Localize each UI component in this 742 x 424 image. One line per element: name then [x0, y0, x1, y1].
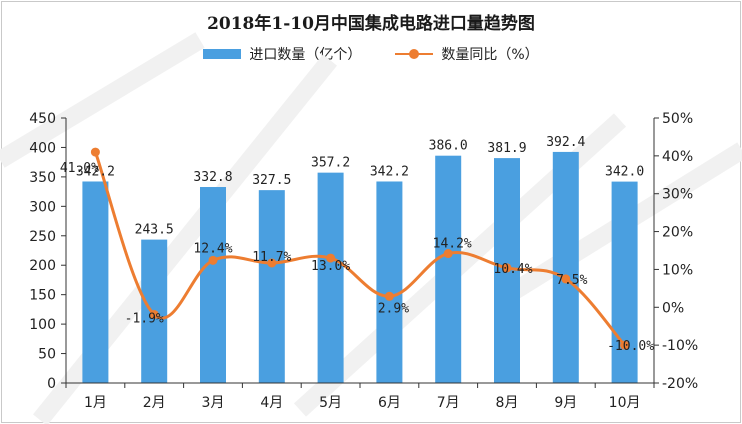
bar	[552, 151, 579, 383]
y-tick-label-right: 0%	[662, 300, 684, 316]
y-tick-label-right: -10%	[662, 338, 698, 354]
x-tick-label: 6月	[378, 395, 401, 411]
y-tick-label-right: 50%	[662, 111, 693, 127]
yoy-value-label: 2.9%	[378, 301, 409, 316]
bar	[258, 190, 285, 383]
yoy-value-label: -1.9%	[125, 311, 164, 326]
x-tick-label: 8月	[496, 395, 519, 411]
line-series	[90, 147, 630, 350]
bar-value-label: 386.0	[429, 139, 468, 154]
yoy-point	[149, 309, 159, 319]
bar-value-label: 392.4	[546, 135, 585, 150]
legend-label-import-volume: 进口数量（亿个）	[249, 47, 362, 63]
y-tick-label-left: 150	[29, 288, 56, 304]
yoy-value-label: 12.4%	[193, 241, 232, 256]
legend-item-import-volume: 进口数量（亿个）	[203, 44, 361, 64]
y-tick-label-right: 10%	[662, 262, 693, 278]
x-tick-label: 2月	[143, 395, 166, 411]
legend-bar-swatch	[203, 49, 242, 59]
y-tick-label-right: 20%	[662, 225, 693, 241]
y-tick-label-left: 50	[38, 347, 56, 363]
y-tick-label-right: 30%	[662, 187, 693, 203]
y-tick-label-left: 250	[29, 229, 56, 245]
yoy-point	[90, 147, 100, 157]
legend-label-yoy: 数量同比（%）	[441, 47, 539, 63]
x-tick-label: 3月	[202, 395, 225, 411]
y-tick-label-left: 400	[29, 140, 56, 156]
y-tick-label-right: -20%	[662, 376, 698, 392]
y-tick-label-left: 100	[29, 317, 56, 333]
chart-title: 2018年1-10月中国集成电路进口量趋势图	[207, 14, 535, 34]
yoy-value-label: 10.4%	[493, 262, 532, 277]
bar-value-label: 381.9	[487, 141, 526, 156]
y-tick-label-left: 0	[47, 376, 56, 392]
yoy-point	[267, 258, 277, 268]
legend-item-yoy: 数量同比（%）	[395, 44, 539, 64]
y-tick-label-left: 200	[29, 258, 56, 274]
yoy-value-label: 14.2%	[433, 237, 472, 252]
bar	[200, 187, 226, 383]
legend-line-swatch	[395, 48, 434, 60]
x-tick-label: 10月	[609, 395, 641, 411]
yoy-point	[208, 255, 218, 265]
yoy-point	[502, 263, 512, 273]
bar-value-label: 342.2	[370, 164, 409, 179]
yoy-point	[326, 253, 336, 263]
axes: 0 50 100 150 200 250 300 350 400 450 -20% -10% 0% 10%…	[29, 111, 698, 411]
bar-value-label: 342.2	[76, 164, 115, 179]
yoy-point	[384, 291, 394, 301]
bar	[376, 181, 403, 383]
bar	[317, 172, 344, 383]
yoy-value-label: 11.7%	[252, 250, 291, 265]
bar	[82, 181, 109, 383]
bar-value-label: 342.0	[605, 165, 644, 180]
chart-legend: 进口数量（亿个） 数量同比（%）	[0, 44, 742, 64]
watermark-stripe	[0, 32, 205, 168]
bar-value-label: 332.8	[193, 170, 232, 185]
yoy-point	[620, 340, 630, 350]
yoy-value-label: -10.0%	[607, 339, 654, 354]
yoy-value-label: 41.0%	[60, 161, 99, 176]
y-tick-label-right: 40%	[662, 149, 693, 165]
x-tick-label: 4月	[260, 395, 283, 411]
bar-value-label: 243.5	[135, 223, 174, 238]
x-tick-label: 5月	[319, 395, 342, 411]
yoy-point	[561, 274, 571, 284]
y-tick-label-left: 450	[29, 111, 56, 127]
y-tick-label-left: 350	[29, 170, 56, 186]
yoy-value-label: 7.5%	[556, 273, 587, 288]
x-tick-label: 9月	[554, 395, 577, 411]
bar-value-label: 327.5	[252, 173, 291, 188]
bar-value-label: 357.2	[311, 156, 350, 171]
yoy-point	[443, 249, 453, 259]
x-tick-label: 1月	[84, 395, 107, 411]
x-tick-label: 7月	[437, 395, 460, 411]
y-tick-label-left: 300	[29, 199, 56, 215]
yoy-value-label: 13.0%	[311, 259, 350, 274]
yoy-line	[93, 151, 626, 347]
data-labels: 342.2 243.5 332.8 327.5 357.2 342.2 386.0 381.9…	[60, 135, 654, 354]
bar	[435, 155, 462, 383]
